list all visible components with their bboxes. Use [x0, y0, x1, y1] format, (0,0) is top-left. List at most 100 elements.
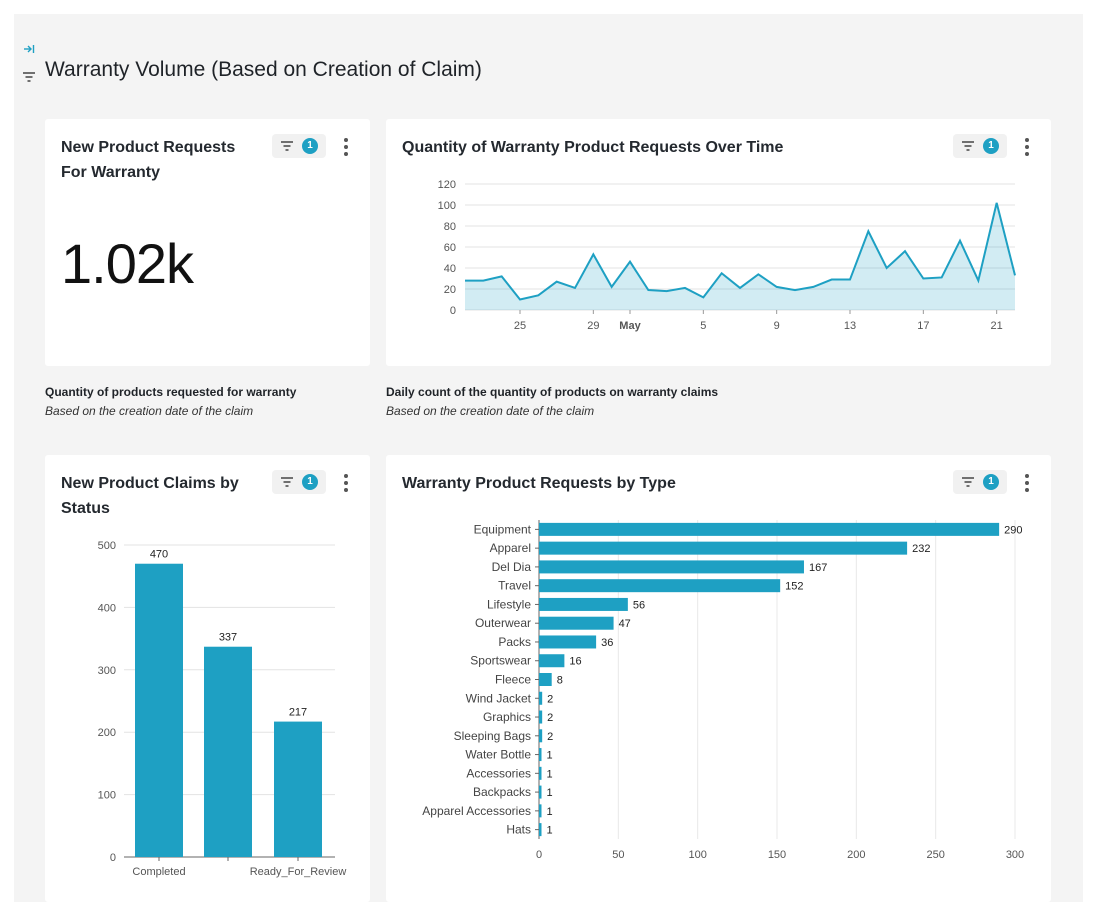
x-tick-label: 300 — [1006, 849, 1024, 861]
filter-icon[interactable] — [22, 70, 36, 84]
y-tick-label: Packs — [498, 635, 531, 649]
timeseries-chart: 0 20 40 60 80 100 120 25 29 May 5 9 13 17 21 — [438, 179, 1016, 332]
y-tick-label: 400 — [98, 602, 116, 614]
bar — [539, 541, 908, 555]
bar — [539, 635, 597, 649]
bar — [539, 579, 781, 593]
y-tick-label: 0 — [450, 305, 456, 317]
bar-value-label: 1 — [547, 787, 553, 799]
more-options-icon[interactable] — [341, 473, 351, 493]
y-tick-label: 200 — [98, 727, 116, 739]
bar — [539, 729, 543, 743]
bar — [539, 785, 542, 799]
bar-value-label: 2 — [547, 712, 553, 724]
bar-value-label: 1 — [547, 825, 553, 837]
filter-icon — [281, 141, 293, 151]
y-tick-label: 20 — [444, 284, 456, 296]
timeseries-card-title: Quantity of Warranty Product Requests Ov… — [402, 139, 784, 156]
status-filter-button[interactable]: 1 — [272, 470, 326, 494]
y-tick-label: Del Dia — [492, 560, 532, 574]
y-tick-label: Backpacks — [473, 785, 531, 799]
status-card-title: New Product Claims by Status — [61, 471, 239, 521]
timeseries-caption-subtitle: Based on the creation date of the claim — [386, 404, 595, 418]
filter-icon — [962, 141, 974, 151]
type-card-title: Warranty Product Requests by Type — [402, 475, 676, 492]
y-tick-label: 80 — [444, 221, 456, 233]
bar — [274, 721, 322, 857]
bar-value-label: 56 — [633, 599, 645, 611]
bar-value-label: 16 — [569, 656, 581, 668]
y-tick-label: 300 — [98, 665, 116, 677]
y-tick-label: 0 — [110, 852, 116, 864]
x-tick-label: 29 — [587, 320, 599, 332]
bar-value-label: 8 — [557, 675, 563, 687]
x-tick-label: 50 — [612, 849, 624, 861]
y-tick-label: 500 — [98, 540, 116, 552]
expand-sidebar-icon[interactable] — [22, 42, 36, 56]
x-tick-label: 5 — [700, 320, 706, 332]
type-filter-button[interactable]: 1 — [953, 470, 1007, 494]
timeseries-caption-title: Daily count of the quantity of products … — [386, 385, 719, 399]
x-tick-label: 21 — [991, 320, 1003, 332]
bar-value-label: 152 — [785, 581, 803, 593]
type-card: Warranty Product Requests by Type 1 0 50 1… — [386, 455, 1051, 902]
kpi-card-title: New Product Requests For Warranty — [61, 135, 235, 185]
y-tick-label: 100 — [438, 200, 456, 212]
y-tick-label: 40 — [444, 263, 456, 275]
more-options-icon[interactable] — [1022, 137, 1032, 157]
bar — [539, 710, 543, 724]
y-tick-label: 100 — [98, 790, 116, 802]
filter-count-badge: 1 — [302, 138, 318, 154]
kpi-card: New Product Requests For Warranty 1 1.02… — [45, 119, 370, 366]
bar — [539, 597, 628, 611]
status-card: New Product Claims by Status 1 0 100 200 30… — [45, 455, 370, 902]
bar — [539, 804, 542, 818]
more-options-icon[interactable] — [341, 137, 351, 157]
bar — [539, 616, 614, 630]
y-tick-label: 120 — [438, 179, 456, 191]
y-tick-label: Accessories — [466, 766, 531, 780]
bar-value-label: 2 — [547, 693, 553, 705]
y-tick-label: Apparel — [490, 541, 531, 555]
more-options-icon[interactable] — [1022, 473, 1032, 493]
kpi-title-line1: New Product Requests — [61, 139, 236, 156]
y-tick-label: Apparel Accessories — [422, 804, 531, 818]
y-tick-label: Lifestyle — [487, 597, 531, 611]
y-tick-label: 60 — [444, 242, 456, 254]
y-tick-label: Fleece — [495, 673, 531, 687]
bar — [539, 748, 542, 762]
y-tick-label: Graphics — [483, 710, 531, 724]
bar-value-label: 337 — [219, 632, 237, 644]
bar-value-label: 232 — [912, 543, 930, 555]
y-tick-label: Travel — [498, 579, 531, 593]
x-tick-label: 150 — [768, 849, 786, 861]
bar-value-label: 2 — [547, 731, 553, 743]
filter-count-badge: 1 — [302, 474, 318, 490]
x-tick-label: May — [619, 320, 641, 332]
y-tick-label: Equipment — [474, 522, 532, 536]
x-tick-label: 0 — [536, 849, 542, 861]
y-tick-label: Water Bottle — [465, 748, 531, 762]
x-tick-label: 9 — [774, 320, 780, 332]
x-tick-label: 250 — [926, 849, 944, 861]
y-tick-label: Hats — [506, 823, 531, 837]
kpi-caption-subtitle: Based on the creation date of the claim — [45, 404, 254, 418]
series-area — [465, 202, 1015, 310]
kpi-value: 1.02k — [61, 232, 194, 295]
kpi-filter-button[interactable]: 1 — [272, 134, 326, 158]
bar-value-label: 1 — [547, 806, 553, 818]
y-tick-label: Sleeping Bags — [454, 729, 531, 743]
x-tick-label: Completed — [132, 866, 185, 878]
bar-value-label: 47 — [619, 618, 631, 630]
x-tick-label: 200 — [847, 849, 865, 861]
timeseries-filter-button[interactable]: 1 — [953, 134, 1007, 158]
page-title: Warranty Volume (Based on Creation of Cl… — [45, 58, 482, 81]
bar — [539, 766, 542, 780]
x-tick-label: 25 — [514, 320, 526, 332]
bar-value-label: 1 — [547, 768, 553, 780]
y-tick-label: Outerwear — [475, 616, 531, 630]
bar-value-label: 217 — [289, 707, 307, 719]
status-title-line1: New Product Claims by — [61, 475, 239, 492]
x-tick-label: Ready_For_Review — [250, 866, 347, 878]
bar — [539, 673, 552, 686]
